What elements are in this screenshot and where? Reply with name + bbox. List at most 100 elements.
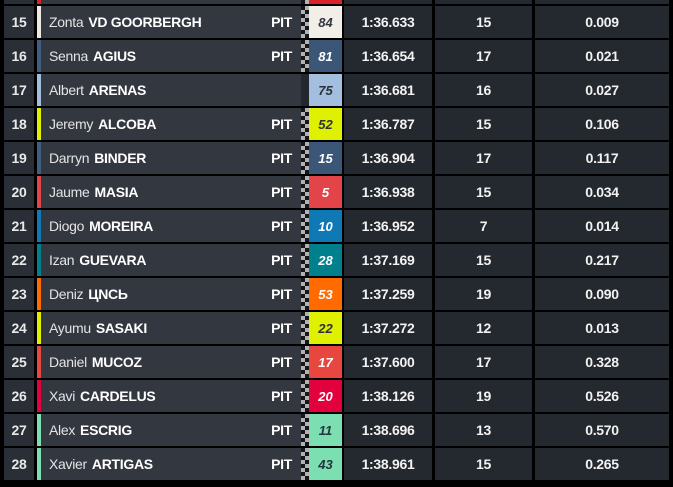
lap-time-cell: 1:36.904	[344, 142, 432, 174]
table-row[interactable]: 28 Xavier ARTIGAS PIT 43 1:38.961 15 0.2…	[4, 448, 669, 480]
rider-name-cell: Ayumu SASAKI PIT	[41, 312, 301, 344]
table-row[interactable]: 20 Jaume MASIA PIT 5 1:36.938 15 0.034	[4, 176, 669, 208]
rider-last-name: MUCOZ	[91, 354, 142, 370]
rider-last-name: MASIA	[94, 184, 139, 200]
rider-last-name: ЦNCЬ	[88, 286, 128, 302]
team-color-bar	[37, 6, 41, 38]
rider-first-name: Ayumu	[49, 320, 91, 336]
gap-cell: 0.009	[535, 6, 669, 38]
gap-cell: 0.328	[535, 346, 669, 378]
team-color-bar	[37, 0, 41, 4]
lap-time-cell: 1:36.938	[344, 176, 432, 208]
team-color-bar	[37, 142, 41, 174]
team-color-bar	[37, 346, 41, 378]
checkered-strip	[301, 312, 309, 344]
lap-count-cell: 15	[435, 108, 532, 140]
lap-count-cell: 15	[435, 6, 532, 38]
lap-time-cell: 1:38.961	[344, 448, 432, 480]
lap-count-cell: 13	[435, 414, 532, 446]
pit-badge: PIT	[271, 388, 292, 404]
rider-first-name: Darryn	[49, 150, 90, 166]
pit-badge: PIT	[271, 422, 292, 438]
position-cell: 18	[4, 108, 34, 140]
rider-number-box: 22	[309, 312, 342, 344]
table-row[interactable]: 23 Deniz ЦNCЬ PIT 53 1:37.259 19 0.090	[4, 278, 669, 310]
lap-count-cell: 12	[435, 312, 532, 344]
table-row[interactable]: 24 Ayumu SASAKI PIT 22 1:37.272 12 0.013	[4, 312, 669, 344]
checkered-strip	[301, 74, 309, 106]
table-row[interactable]: 19 Darryn BINDER PIT 15 1:36.904 17 0.11…	[4, 142, 669, 174]
rider-name-cell: Diogo MOREIRA PIT	[41, 210, 301, 242]
lap-time-cell	[344, 0, 432, 4]
rider-name-cell	[41, 0, 301, 4]
rider-first-name: Deniz	[49, 286, 84, 302]
position-cell: 26	[4, 380, 34, 412]
gap-cell: 0.027	[535, 74, 669, 106]
pit-badge: PIT	[271, 116, 292, 132]
lap-count-cell: 15	[435, 448, 532, 480]
table-row[interactable]	[4, 0, 669, 4]
gap-cell: 0.021	[535, 40, 669, 72]
gap-cell: 0.034	[535, 176, 669, 208]
rider-first-name: Xavier	[49, 456, 87, 472]
rider-last-name: MOREIRA	[89, 218, 154, 234]
lap-time-cell: 1:36.681	[344, 74, 432, 106]
rider-number-box: 52	[309, 108, 342, 140]
table-row[interactable]: 25 Daniel MUCOZ PIT 17 1:37.600 17 0.328	[4, 346, 669, 378]
rider-number-box: 28	[309, 244, 342, 276]
lap-time-cell: 1:37.272	[344, 312, 432, 344]
position-cell: 23	[4, 278, 34, 310]
lap-count-cell	[435, 0, 532, 4]
position-cell: 28	[4, 448, 34, 480]
lap-count-cell: 17	[435, 40, 532, 72]
position-cell: 20	[4, 176, 34, 208]
position-cell: 25	[4, 346, 34, 378]
checkered-strip	[301, 210, 309, 242]
lap-count-cell: 17	[435, 142, 532, 174]
gap-cell: 0.217	[535, 244, 669, 276]
table-row[interactable]: 26 Xavi CARDELUS PIT 20 1:38.126 19 0.52…	[4, 380, 669, 412]
rider-number-box: 17	[309, 346, 342, 378]
team-color-bar	[37, 176, 41, 208]
gap-cell: 0.265	[535, 448, 669, 480]
gap-cell: 0.090	[535, 278, 669, 310]
lap-time-cell: 1:37.259	[344, 278, 432, 310]
table-row[interactable]: 15 Zonta VD GOORBERGH PIT 84 1:36.633 15…	[4, 6, 669, 38]
lap-count-cell: 17	[435, 346, 532, 378]
table-row[interactable]: 18 Jeremy ALCOBA PIT 52 1:36.787 15 0.10…	[4, 108, 669, 140]
pit-badge: PIT	[271, 150, 292, 166]
rider-number-box: 10	[309, 210, 342, 242]
table-row[interactable]: 17 Albert ARENAS 75 1:36.681 16 0.027	[4, 74, 669, 106]
position-cell	[4, 0, 34, 4]
rider-name-cell: Izan GUEVARA PIT	[41, 244, 301, 276]
table-row[interactable]: 22 Izan GUEVARA PIT 28 1:37.169 15 0.217	[4, 244, 669, 276]
pit-badge: PIT	[271, 354, 292, 370]
rider-first-name: Diogo	[49, 218, 85, 234]
table-row[interactable]: 21 Diogo MOREIRA PIT 10 1:36.952 7 0.014	[4, 210, 669, 242]
gap-cell	[535, 0, 669, 4]
table-row[interactable]: 16 Senna AGIUS PIT 81 1:36.654 17 0.021	[4, 40, 669, 72]
checkered-strip	[301, 346, 309, 378]
rider-last-name: AGIUS	[92, 48, 136, 64]
rider-name-cell: Xavier ARTIGAS PIT	[41, 448, 301, 480]
rider-number-box: 15	[309, 142, 342, 174]
rider-first-name: Izan	[49, 252, 75, 268]
table-row[interactable]: 27 Alex ESCRIG PIT 11 1:38.696 13 0.570	[4, 414, 669, 446]
gap-cell: 0.526	[535, 380, 669, 412]
rider-name-cell: Daniel MUCOZ PIT	[41, 346, 301, 378]
gap-cell: 0.013	[535, 312, 669, 344]
rider-last-name: ARENAS	[88, 82, 147, 98]
team-color-bar	[37, 380, 41, 412]
rider-first-name: Jeremy	[49, 116, 94, 132]
pit-badge: PIT	[271, 218, 292, 234]
gap-cell: 0.570	[535, 414, 669, 446]
lap-time-cell: 1:37.169	[344, 244, 432, 276]
lap-count-cell: 15	[435, 176, 532, 208]
team-color-bar	[37, 244, 41, 276]
lap-count-cell: 19	[435, 278, 532, 310]
rider-first-name: Senna	[49, 48, 88, 64]
gap-cell: 0.117	[535, 142, 669, 174]
position-cell: 27	[4, 414, 34, 446]
rider-number-box	[309, 0, 342, 4]
